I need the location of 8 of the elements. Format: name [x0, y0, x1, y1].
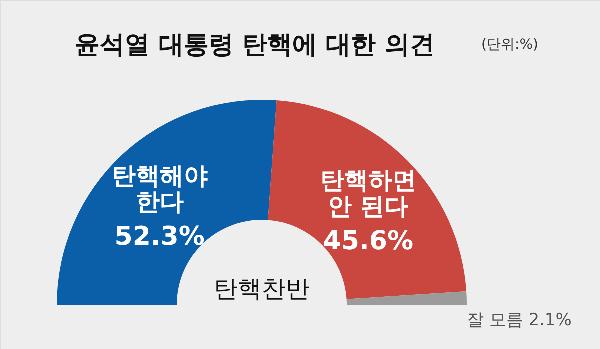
data-label: 45.6%	[323, 226, 414, 256]
text: 탄핵찬반	[214, 275, 310, 303]
slice-label: 탄핵해야 한다	[112, 162, 208, 216]
slice-label: 잘 모름 2.1%	[466, 310, 572, 330]
chart-subtitle: (단위:%)	[482, 37, 538, 53]
chart-title: 윤석열 대통령 탄핵에 대한 의견	[75, 30, 435, 59]
data-label: 52.3%	[114, 222, 205, 252]
slice-label: 탄핵하면 안 된다	[320, 166, 416, 220]
